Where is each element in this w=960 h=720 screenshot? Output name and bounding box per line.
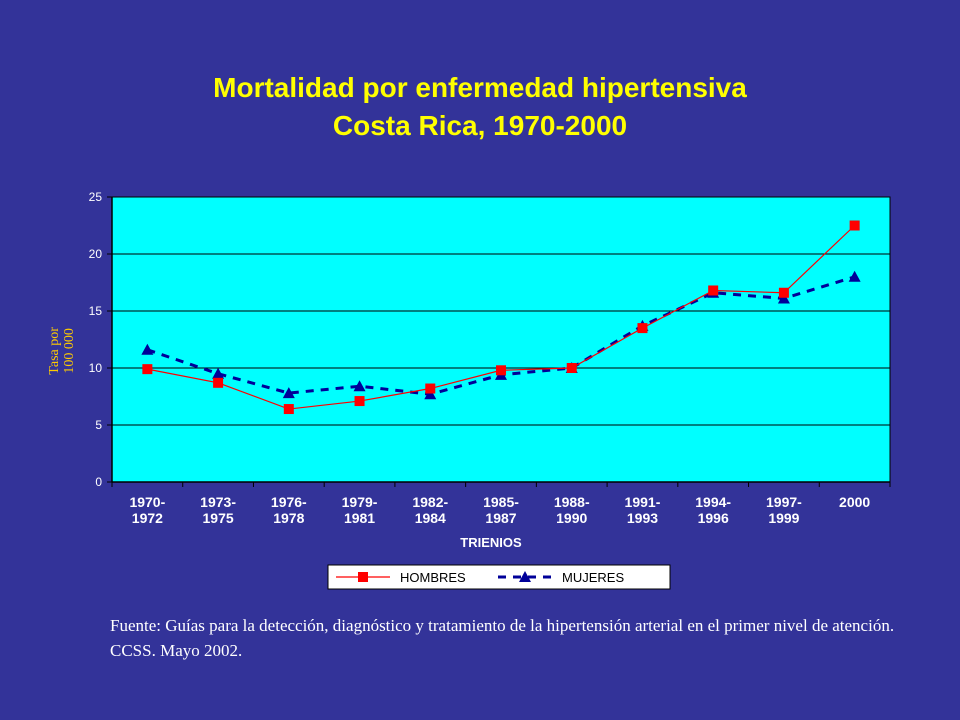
data-point-hombres: [708, 285, 719, 296]
y-tick-label: 20: [89, 247, 103, 261]
x-tick-label: 1988-1990: [554, 494, 590, 526]
x-tick-label: 1997-1999: [766, 494, 802, 526]
x-tick-label: 1982-1984: [412, 494, 448, 526]
x-axis-title: TRIENIOS: [460, 535, 522, 550]
y-tick-label: 25: [89, 190, 103, 204]
data-point-hombres: [283, 404, 294, 415]
data-point-hombres: [496, 365, 506, 376]
data-point-mujeres: [212, 367, 225, 379]
data-point-hombres: [778, 287, 789, 298]
data-point-mujeres: [848, 270, 861, 282]
x-tick-label: 1976-1978: [271, 494, 307, 526]
data-point-mujeres: [424, 388, 437, 400]
plot-area: [111, 196, 891, 483]
x-tick-label: 1985-1987: [483, 494, 519, 526]
legend-label-hombres: HOMBRES: [400, 570, 466, 585]
data-point-hombres: [637, 323, 648, 334]
data-point-mujeres: [353, 380, 366, 392]
chart-title-line-2: Costa Rica, 1970-2000: [332, 110, 628, 141]
y-tick-label: 10: [89, 361, 103, 375]
chart-title-line-1: Mortalidad por enfermedad hipertensiva: [213, 72, 747, 103]
data-point-mujeres: [141, 343, 154, 355]
x-tick-label: 1979-1981: [342, 494, 378, 526]
data-point-hombres: [566, 363, 577, 373]
x-tick-label: 1991-1993: [625, 494, 661, 526]
data-point-hombres: [849, 220, 860, 231]
y-axis-title: Tasa por100 000: [47, 327, 77, 375]
data-point-hombres: [213, 377, 224, 388]
data-point-mujeres: [282, 387, 295, 399]
legend-label-mujeres: MUJERES: [562, 570, 624, 585]
x-tick-label: 2000: [839, 494, 870, 510]
y-tick-label: 5: [95, 418, 102, 432]
data-point-hombres: [142, 364, 153, 375]
x-tick-label: 1973-1975: [200, 494, 236, 526]
data-point-hombres: [425, 383, 436, 394]
line-chart: 0 5 10 15 20 25 1970-1972 1973-1975 1976-1978 197…: [47, 190, 891, 590]
legend-marker-mujeres: [519, 571, 531, 582]
data-point-hombres: [354, 396, 365, 407]
data-point-mujeres: [777, 292, 790, 304]
y-tick-label: 15: [89, 304, 103, 318]
legend-marker-hombres: [358, 572, 368, 582]
x-tick-label: 1994-1996: [695, 494, 731, 526]
y-tick-label: 0: [95, 475, 102, 489]
source-note: Fuente: Guías para la detección, diagnós…: [110, 616, 895, 660]
x-tick-label: 1970-1972: [129, 494, 165, 526]
